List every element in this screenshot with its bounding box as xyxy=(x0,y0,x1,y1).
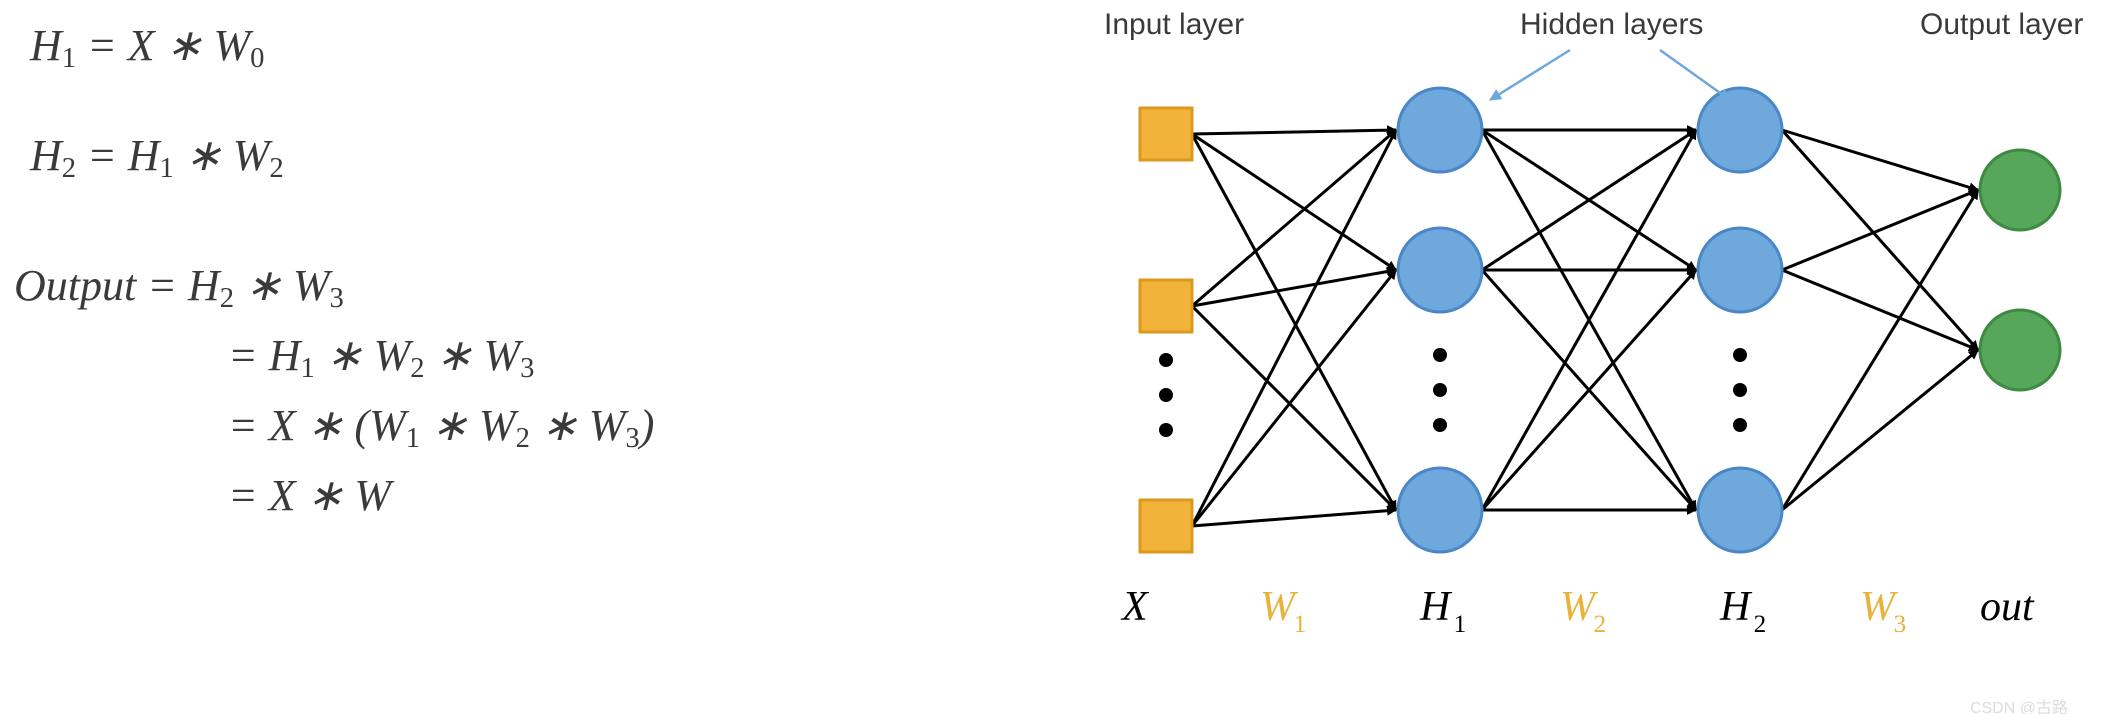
input-node xyxy=(1140,500,1192,552)
axis-label: H xyxy=(1719,584,1753,630)
axis-label-subscript: 1 xyxy=(1454,611,1467,638)
hidden-node xyxy=(1698,228,1782,312)
axis-label: H xyxy=(1419,584,1453,630)
axis-label: X xyxy=(1120,584,1150,630)
hidden-node xyxy=(1698,468,1782,552)
edge xyxy=(1782,190,1978,270)
edge xyxy=(1192,270,1396,306)
layer-label: Hidden layers xyxy=(1520,8,1703,42)
edge xyxy=(1192,270,1396,526)
hidden-node xyxy=(1398,228,1482,312)
axis-label-subscript: 2 xyxy=(1594,611,1607,638)
edge xyxy=(1192,134,1396,270)
ellipsis-dot xyxy=(1733,383,1747,397)
edge xyxy=(1782,350,1978,510)
equation-line: = H1 ∗ W2 ∗ W3 xyxy=(228,330,534,385)
output-node xyxy=(1980,310,2060,390)
neural-network-diagram: XW1H1W2H2W3out xyxy=(1060,0,2106,714)
axis-label-subscript: 1 xyxy=(1294,611,1307,638)
edge xyxy=(1192,510,1396,526)
axis-label-subscript: 2 xyxy=(1754,611,1767,638)
equation-line: H1 = X ∗ W0 xyxy=(30,20,264,75)
ellipsis-dot xyxy=(1433,348,1447,362)
equation-line: = X ∗ W xyxy=(228,470,391,521)
equation-line: Output = H2 ∗ W3 xyxy=(14,260,344,315)
ellipsis-dot xyxy=(1733,418,1747,432)
hidden-node xyxy=(1698,88,1782,172)
label-pointer-arrow xyxy=(1490,50,1570,100)
edge xyxy=(1782,130,1978,190)
axis-label: out xyxy=(1980,584,2035,630)
label-pointer-arrow xyxy=(1660,50,1730,100)
edge xyxy=(1192,306,1396,510)
equation-line: H2 = H1 ∗ W2 xyxy=(30,130,284,185)
ellipsis-dot xyxy=(1733,348,1747,362)
input-node xyxy=(1140,280,1192,332)
edge xyxy=(1782,270,1978,350)
output-node xyxy=(1980,150,2060,230)
ellipsis-dot xyxy=(1159,423,1173,437)
input-node xyxy=(1140,108,1192,160)
ellipsis-dot xyxy=(1159,353,1173,367)
watermark: CSDN @古路 xyxy=(1970,694,2068,714)
layer-label: Input layer xyxy=(1104,8,1244,42)
hidden-node xyxy=(1398,468,1482,552)
stage: H1 = X ∗ W0 H2 = H1 ∗ W2 Output = H2 ∗ W3 =… xyxy=(0,0,2106,714)
equation-line: = X ∗ (W1 ∗ W2 ∗ W3) xyxy=(228,400,654,455)
edge xyxy=(1192,130,1396,306)
edges-group xyxy=(1192,130,1978,526)
ellipsis-dot xyxy=(1159,388,1173,402)
ellipsis-dot xyxy=(1433,418,1447,432)
layer-label: Output layer xyxy=(1920,8,2083,42)
axis-label-subscript: 3 xyxy=(1894,611,1907,638)
ellipsis-dot xyxy=(1433,383,1447,397)
edge xyxy=(1192,130,1396,134)
hidden-node xyxy=(1398,88,1482,172)
